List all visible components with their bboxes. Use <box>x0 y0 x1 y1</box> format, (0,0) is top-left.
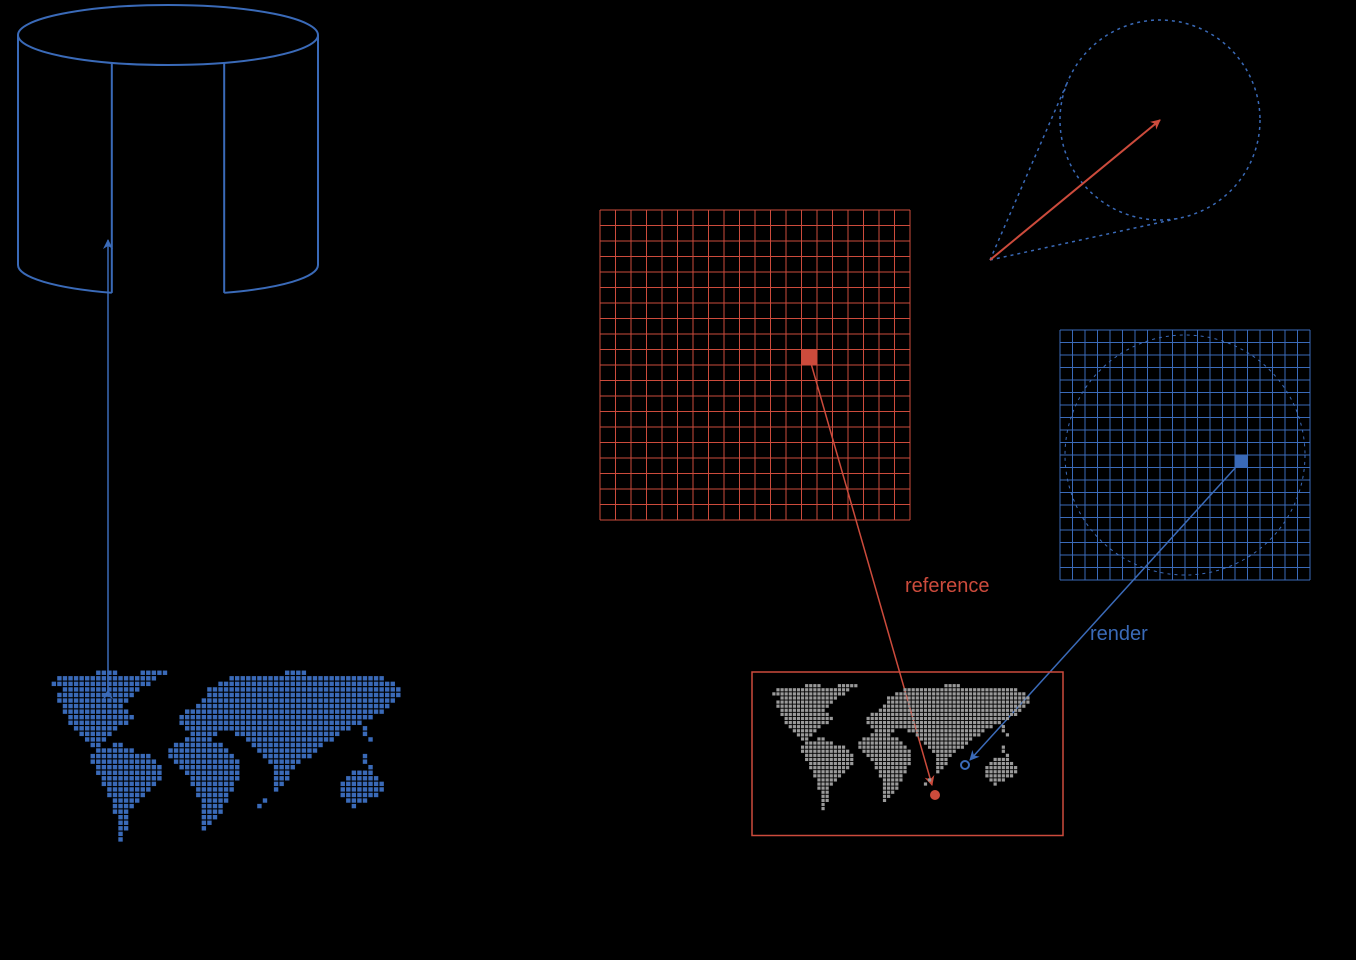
reference-grid <box>600 210 910 520</box>
render-grid <box>1060 330 1310 580</box>
reference-label: reference <box>905 575 990 597</box>
reference-marker <box>930 790 940 800</box>
render-label: render <box>1090 623 1148 645</box>
